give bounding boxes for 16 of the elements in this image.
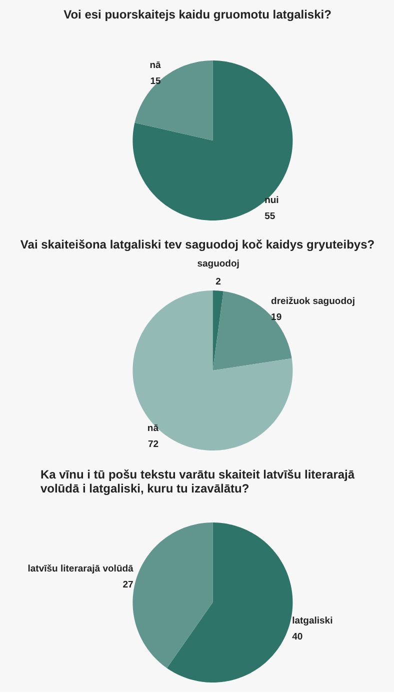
- slice-label: latgaliski: [292, 615, 333, 626]
- data-label: 72: [148, 439, 159, 450]
- chart-title: Voi esi puorskaitejs kaidu gruomotu latgaliski?: [64, 8, 332, 22]
- chart-title: Ka vīnu i tū pošu tekstu varātu skaiteit latvīšu literarajā volūdā i latgaliski, kuru tu izavālātu?: [40, 468, 355, 496]
- data-label: 2: [216, 276, 221, 288]
- slice-label: latvīšu literarajā volūdā: [28, 564, 134, 575]
- data-label: 55: [264, 211, 276, 222]
- slice-label: dreižuok saguodoj: [271, 296, 355, 307]
- slice-label: nā: [147, 423, 160, 434]
- slice-label: nui: [264, 195, 279, 206]
- data-label: 40: [292, 631, 303, 642]
- data-label: 19: [271, 312, 282, 323]
- slice-label: saguodoj: [197, 258, 240, 270]
- slice-label: nā: [150, 60, 162, 71]
- data-label: 27: [122, 580, 134, 591]
- chart-title: Vai skaiteišona latgaliski tev saguodoj koč kaidys gryuteibys?: [20, 238, 375, 252]
